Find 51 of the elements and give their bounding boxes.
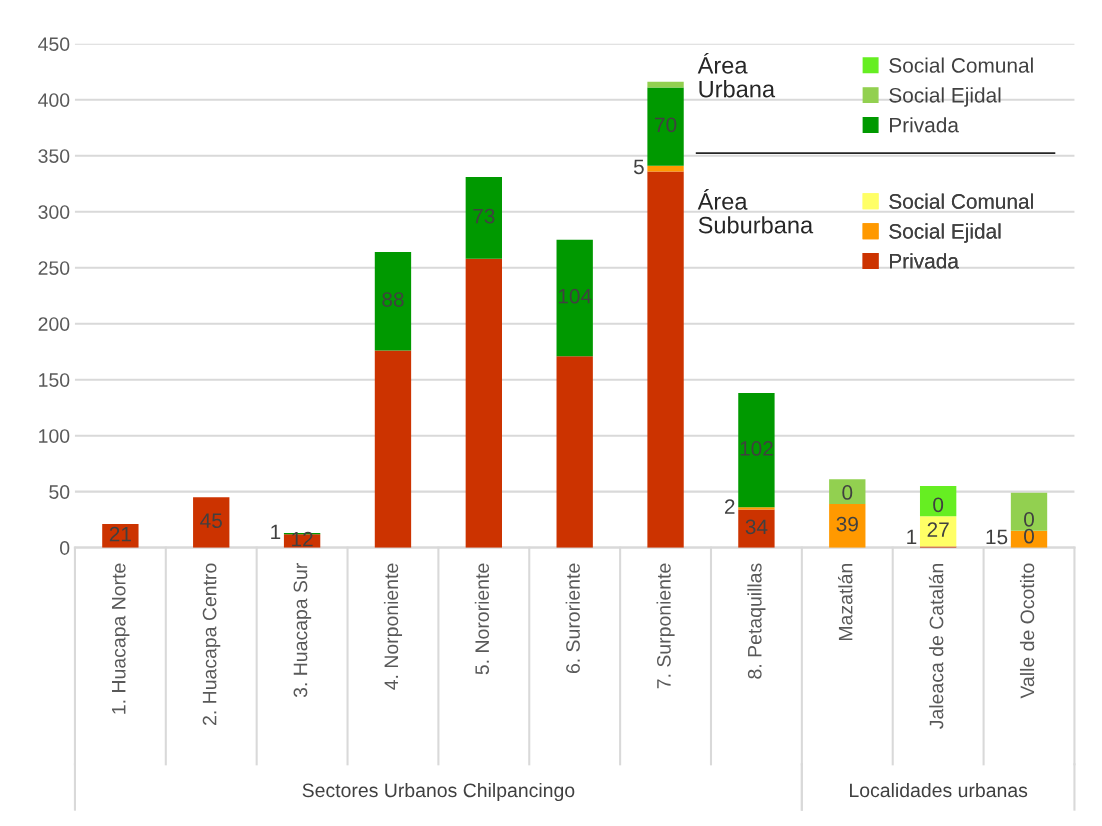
legend-label: Social Ejidal — [889, 223, 1001, 243]
x-tick-label: 5. Nororiente — [474, 563, 490, 675]
data-label: 0 — [1024, 511, 1034, 527]
y-tick-label: 150 — [39, 373, 70, 387]
y-tick-label: 350 — [38, 149, 70, 163]
annotation: Área Suburbana — [697, 189, 814, 234]
data-label: 27 — [927, 522, 949, 537]
data-label: 21 — [109, 526, 131, 542]
y-tick-label: 450 — [38, 37, 70, 52]
data-label: 39 — [836, 516, 858, 532]
x-tick-label: 2. Huacapa Centro — [202, 563, 221, 725]
data-label: 102 — [740, 441, 773, 456]
y-tick-label: 100 — [39, 429, 70, 443]
x-tick-label: 7. Surponiente — [656, 563, 675, 689]
legend-label: Social Comunal — [889, 193, 1033, 209]
annotation: Área Urbana — [697, 53, 776, 98]
y-tick-label: 50 — [49, 485, 70, 499]
y-tick-label: 200 — [38, 317, 70, 331]
text: Localidades urbanas — [850, 782, 1028, 798]
data-label: 73 — [473, 208, 495, 224]
x-tick-label: 1. Huacapa Norte — [112, 563, 130, 714]
text: Sectores Urbanos Chilpancingo — [302, 782, 575, 802]
data-label: 1 — [907, 529, 917, 545]
x-tick-label: Mazatlán — [838, 564, 853, 641]
data-label: 104 — [558, 288, 592, 304]
x-tick-label: 3. Huacapa Sur — [293, 563, 312, 698]
legend-label: Privada — [890, 253, 959, 269]
legend-label: Social Comunal — [889, 57, 1033, 73]
data-label: 0 — [933, 497, 944, 513]
x-tick-label: 8. Petaquillas — [747, 563, 766, 679]
x-tick-label: 4. Norponiente — [383, 563, 403, 690]
data-label: 70 — [655, 117, 677, 133]
data-label: 5 — [633, 159, 644, 175]
x-tick-label: Valle de Ocotito — [1019, 563, 1035, 699]
x-tick-label: 6. Suroriente — [565, 563, 580, 674]
data-label: 1 — [271, 524, 281, 540]
legend-label: Privada — [890, 117, 959, 133]
y-tick-label: 300 — [38, 205, 70, 219]
y-tick-label: 400 — [38, 93, 70, 107]
y-tick-label: 250 — [38, 261, 70, 275]
data-label: 45 — [200, 513, 222, 529]
data-label: 0 — [1024, 528, 1034, 544]
data-label: 0 — [842, 485, 853, 500]
data-label: 12 — [292, 531, 313, 547]
x-tick-label: Jaleaca de Catalán — [928, 564, 944, 729]
legend-label: Social Ejidal — [889, 87, 1001, 107]
data-label: 2 — [724, 499, 735, 514]
data-label: 34 — [745, 519, 768, 535]
y-tick-label: 0 — [60, 541, 70, 555]
data-label: 88 — [382, 292, 404, 307]
data-label: 15 — [986, 529, 1008, 545]
